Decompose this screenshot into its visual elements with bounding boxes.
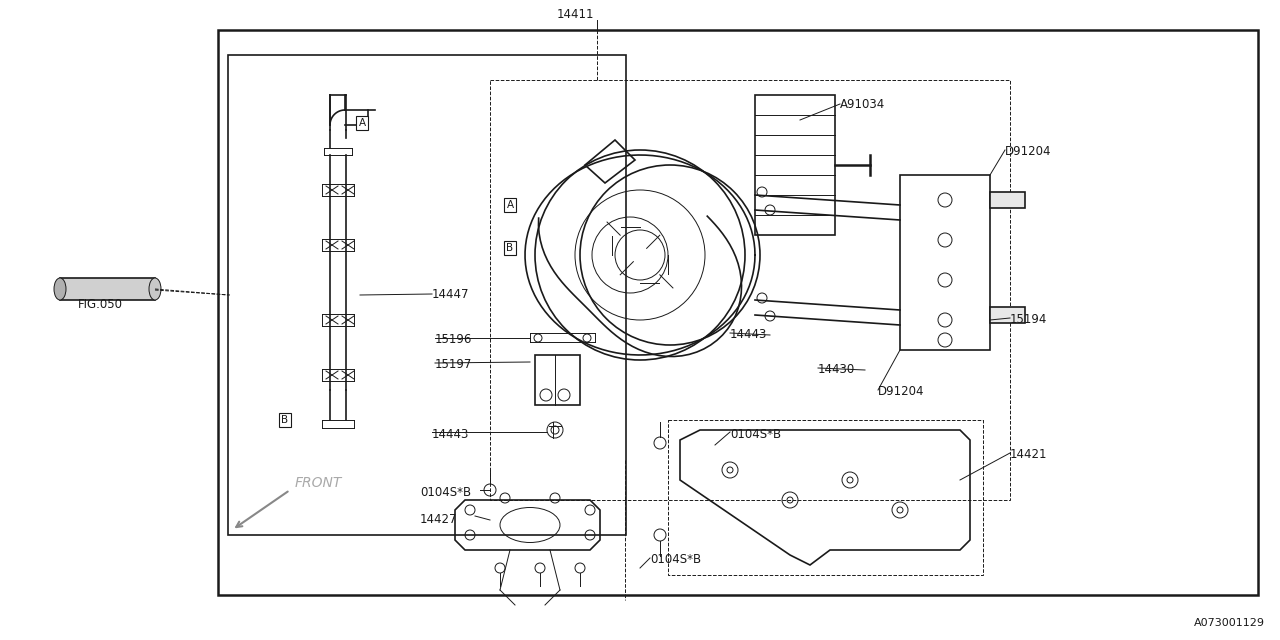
Text: 14421: 14421 (1010, 448, 1047, 461)
Text: 0104S*B: 0104S*B (730, 428, 781, 441)
Text: 14411: 14411 (557, 8, 594, 21)
Bar (490, 80, 1010, 500)
Bar (535, 355, 580, 405)
Text: 14443: 14443 (433, 428, 470, 441)
Bar (755, 95, 835, 235)
Text: A073001129: A073001129 (1194, 618, 1265, 628)
Text: 14430: 14430 (818, 363, 855, 376)
Polygon shape (60, 278, 155, 300)
Bar (218, 30, 1258, 595)
Text: 15194: 15194 (1010, 313, 1047, 326)
Text: 14447: 14447 (433, 288, 470, 301)
Text: D91204: D91204 (878, 385, 924, 398)
Text: B: B (507, 243, 513, 253)
Text: FRONT: FRONT (294, 476, 342, 490)
Text: 0104S*B: 0104S*B (650, 553, 701, 566)
Text: 0104S*B: 0104S*B (420, 486, 471, 499)
Text: 14443: 14443 (730, 328, 768, 341)
Text: D91204: D91204 (1005, 145, 1051, 158)
Text: A: A (358, 118, 366, 128)
Bar (989, 307, 1025, 323)
Text: 14427: 14427 (420, 513, 457, 526)
Text: B: B (282, 415, 288, 425)
Ellipse shape (54, 278, 67, 300)
Text: 15197: 15197 (435, 358, 472, 371)
Text: A91034: A91034 (840, 98, 886, 111)
Text: 15196: 15196 (435, 333, 472, 346)
Text: FIG.050: FIG.050 (78, 298, 123, 311)
Bar (668, 420, 983, 575)
Bar (228, 55, 626, 535)
Bar (989, 192, 1025, 208)
Ellipse shape (148, 278, 161, 300)
Bar (900, 175, 989, 350)
Text: A: A (507, 200, 513, 210)
